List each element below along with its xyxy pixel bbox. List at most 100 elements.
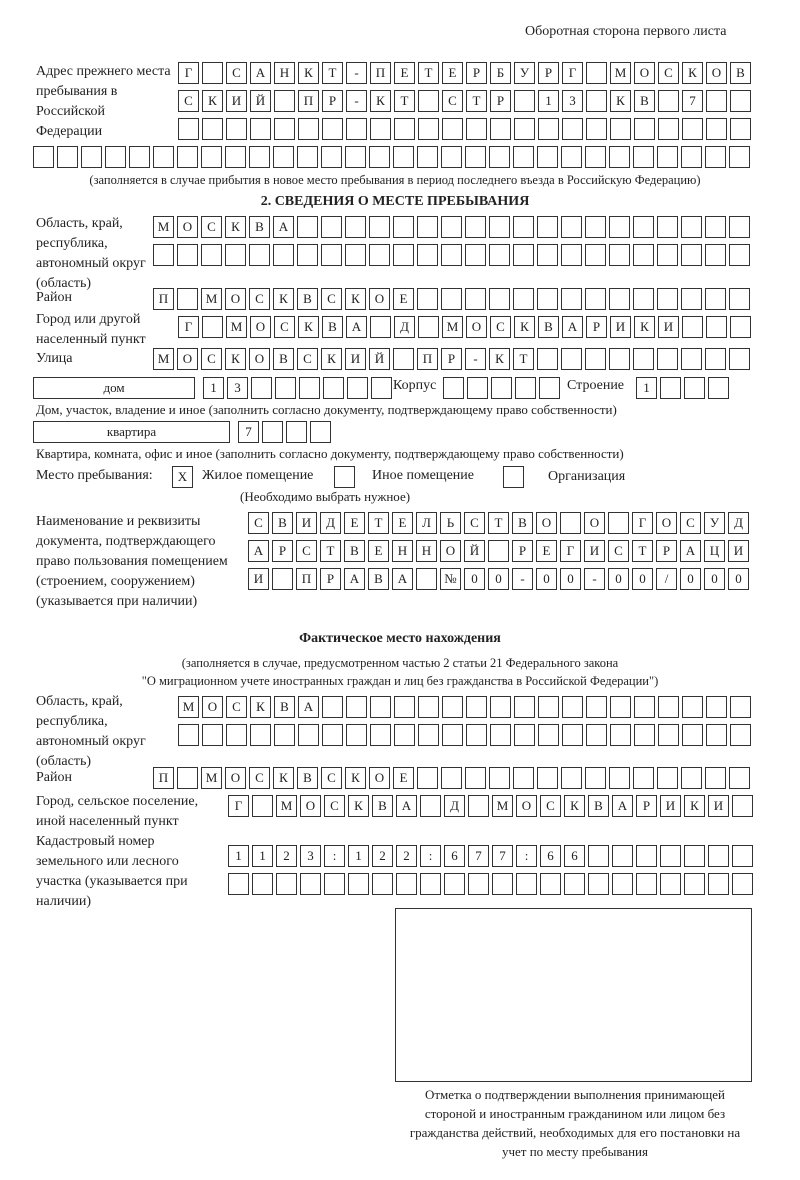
char-cell[interactable] [465,767,486,789]
char-cell[interactable] [588,873,609,895]
char-cell[interactable] [492,873,513,895]
char-cell[interactable]: И [610,316,631,338]
char-cell[interactable] [466,724,487,746]
char-cell[interactable] [226,118,247,140]
char-cell[interactable] [418,696,439,718]
char-cell[interactable] [202,62,223,84]
char-cell[interactable] [345,146,366,168]
char-cell[interactable]: 1 [636,377,657,399]
char-cell[interactable] [633,216,654,238]
char-cell[interactable]: 0 [704,568,725,590]
char-cell[interactable] [537,348,558,370]
char-cell[interactable]: А [392,568,413,590]
char-cell[interactable]: К [273,767,294,789]
char-cell[interactable]: Т [368,512,389,534]
char-cell[interactable] [441,288,462,310]
char-cell[interactable]: К [489,348,510,370]
char-cell[interactable] [561,348,582,370]
char-cell[interactable] [370,316,391,338]
char-cell[interactable] [466,696,487,718]
char-cell[interactable] [706,316,727,338]
char-cell[interactable] [417,244,438,266]
char-cell[interactable] [729,767,750,789]
char-cell[interactable]: Ц [704,540,725,562]
char-cell[interactable] [416,568,437,590]
char-cell[interactable] [657,216,678,238]
char-cell[interactable] [612,845,633,867]
char-cell[interactable] [708,873,729,895]
char-cell[interactable] [418,118,439,140]
char-cell[interactable]: Р [586,316,607,338]
char-cell[interactable]: Г [178,62,199,84]
char-cell[interactable] [441,767,462,789]
char-cell[interactable] [684,377,705,399]
char-cell[interactable]: О [706,62,727,84]
char-cell[interactable] [681,288,702,310]
char-cell[interactable]: К [321,348,342,370]
option-residential-checkbox[interactable]: X [172,466,193,488]
char-cell[interactable]: 3 [300,845,321,867]
char-cell[interactable]: К [202,90,223,112]
char-cell[interactable] [444,873,465,895]
char-cell[interactable] [585,216,606,238]
char-cell[interactable] [202,316,223,338]
char-cell[interactable]: В [344,540,365,562]
char-cell[interactable]: М [492,795,513,817]
char-cell[interactable]: О [516,795,537,817]
char-cell[interactable]: Й [464,540,485,562]
char-cell[interactable]: У [704,512,725,534]
char-cell[interactable]: Т [320,540,341,562]
char-cell[interactable]: 3 [227,377,248,399]
char-cell[interactable]: Т [322,62,343,84]
char-cell[interactable] [729,244,750,266]
char-cell[interactable]: О [202,696,223,718]
char-cell[interactable]: К [684,795,705,817]
char-cell[interactable]: С [464,512,485,534]
char-cell[interactable] [636,873,657,895]
char-cell[interactable] [705,348,726,370]
char-cell[interactable]: А [680,540,701,562]
char-cell[interactable] [225,244,246,266]
char-cell[interactable]: И [345,348,366,370]
char-cell[interactable] [586,62,607,84]
char-cell[interactable] [272,568,293,590]
char-cell[interactable] [33,146,54,168]
char-cell[interactable] [177,146,198,168]
char-cell[interactable] [177,767,198,789]
char-cell[interactable] [394,118,415,140]
char-cell[interactable] [585,348,606,370]
char-cell[interactable] [490,724,511,746]
char-cell[interactable] [491,377,512,399]
char-cell[interactable] [537,216,558,238]
char-cell[interactable]: 0 [464,568,485,590]
char-cell[interactable]: А [273,216,294,238]
char-cell[interactable] [393,146,414,168]
char-cell[interactable]: К [298,316,319,338]
char-cell[interactable] [634,696,655,718]
char-cell[interactable]: И [296,512,317,534]
char-cell[interactable]: В [272,512,293,534]
char-cell[interactable]: В [730,62,751,84]
char-cell[interactable] [514,724,535,746]
char-cell[interactable]: Е [368,540,389,562]
char-cell[interactable] [538,118,559,140]
char-cell[interactable]: 1 [252,845,273,867]
char-cell[interactable]: С [658,62,679,84]
char-cell[interactable] [539,377,560,399]
char-cell[interactable]: К [514,316,535,338]
char-cell[interactable] [465,146,486,168]
char-cell[interactable]: К [634,316,655,338]
char-cell[interactable] [513,288,534,310]
char-cell[interactable]: И [584,540,605,562]
char-cell[interactable]: Т [513,348,534,370]
char-cell[interactable]: И [708,795,729,817]
char-cell[interactable] [729,216,750,238]
char-cell[interactable]: М [178,696,199,718]
char-cell[interactable]: С [297,348,318,370]
char-cell[interactable] [417,767,438,789]
char-cell[interactable] [633,348,654,370]
char-cell[interactable] [273,244,294,266]
char-cell[interactable] [153,244,174,266]
char-cell[interactable] [682,118,703,140]
char-cell[interactable]: 0 [680,568,701,590]
